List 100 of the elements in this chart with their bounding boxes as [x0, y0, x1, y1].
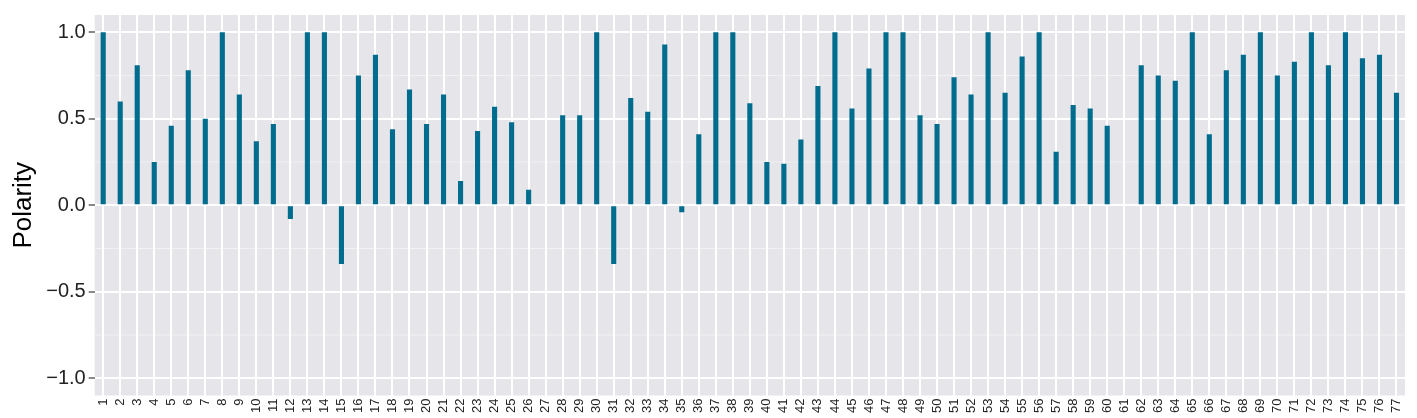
- bar: [577, 115, 583, 205]
- x-tick-label: 57: [1047, 398, 1063, 414]
- bar: [696, 134, 702, 205]
- bar: [1393, 92, 1400, 205]
- bar: [798, 139, 804, 205]
- x-tick-label: 22: [452, 398, 468, 414]
- x-tick-label: 68: [1234, 398, 1250, 414]
- bar: [1240, 54, 1246, 205]
- x-tick-label: 71: [1285, 398, 1301, 414]
- bar: [1019, 56, 1025, 205]
- x-tick-label: 26: [520, 398, 536, 414]
- x-tick-label: 30: [588, 398, 604, 414]
- x-tick-label: 46: [860, 398, 876, 414]
- x-tick-label: 55: [1013, 398, 1029, 414]
- bar: [917, 115, 923, 205]
- bar: [815, 85, 821, 205]
- x-tick-label: 42: [792, 398, 808, 414]
- x-tick-label: 14: [315, 398, 331, 414]
- bar: [747, 103, 753, 205]
- x-tick-label: 36: [690, 398, 706, 414]
- x-tick-label: 27: [537, 398, 553, 414]
- x-tick-label: 37: [707, 398, 723, 414]
- bar: [900, 32, 906, 205]
- y-tick-label: −0.5: [46, 279, 86, 302]
- bar: [866, 68, 872, 205]
- bar: [1274, 75, 1280, 205]
- bar: [1308, 32, 1314, 205]
- x-tick-label: 18: [384, 398, 400, 414]
- bar: [236, 94, 242, 205]
- x-tick-label: 7: [196, 398, 212, 406]
- bar: [1155, 75, 1161, 205]
- x-tick-label: 38: [724, 398, 740, 414]
- x-tick-label: 47: [877, 398, 893, 414]
- x-tick-label: 23: [469, 398, 485, 414]
- x-tick-label: 34: [656, 398, 672, 414]
- x-tick-label: 49: [911, 398, 927, 414]
- bar: [202, 118, 208, 205]
- bar: [730, 32, 736, 205]
- bar: [492, 106, 498, 205]
- bar: [1087, 108, 1093, 205]
- bar: [764, 162, 770, 205]
- x-tick-label: 13: [298, 398, 314, 414]
- x-tick-label: 33: [639, 398, 655, 414]
- bar: [832, 32, 838, 205]
- bar: [185, 70, 191, 205]
- bar: [1206, 134, 1212, 205]
- bar: [372, 54, 379, 205]
- bar: [526, 189, 532, 205]
- x-tick-label: 54: [996, 398, 1012, 414]
- x-tick-label: 8: [213, 398, 229, 406]
- x-tick-label: 4: [145, 398, 161, 406]
- bar: [168, 125, 174, 205]
- y-tick-label: 0.0: [57, 192, 86, 215]
- bar: [934, 123, 940, 205]
- x-tick-label: 74: [1337, 398, 1353, 414]
- x-tick-label: 24: [486, 398, 502, 414]
- bar: [1376, 54, 1383, 205]
- x-tick-label: 52: [962, 398, 978, 414]
- bar: [151, 162, 157, 205]
- x-tick-label: 19: [401, 398, 417, 414]
- x-tick-label: 76: [1371, 398, 1387, 414]
- x-tick-label: 5: [162, 398, 178, 406]
- x-tick-label: 39: [741, 398, 757, 414]
- x-tick-label: 32: [622, 398, 638, 414]
- bar: [219, 32, 225, 205]
- bar: [100, 32, 106, 205]
- x-tick-label: 28: [554, 398, 570, 414]
- bar: [1257, 32, 1263, 205]
- bar: [134, 65, 140, 205]
- bar: [440, 94, 447, 205]
- x-tick-label: 2: [111, 398, 127, 406]
- x-tick-label: 43: [809, 398, 825, 414]
- bar: [611, 206, 617, 265]
- bar: [423, 123, 430, 205]
- bar: [287, 206, 293, 220]
- x-tick-label: 62: [1132, 398, 1148, 414]
- bar: [883, 32, 889, 205]
- bar: [355, 75, 361, 205]
- bar: [968, 94, 974, 205]
- bar: [270, 123, 276, 205]
- x-tick-label: 15: [333, 398, 349, 414]
- x-tick-label: 3: [128, 398, 144, 406]
- x-tick-label: 66: [1200, 398, 1216, 414]
- x-tick-label: 40: [758, 398, 774, 414]
- bar: [406, 89, 413, 205]
- x-tick-label: 67: [1217, 398, 1233, 414]
- x-tick-label: 65: [1183, 398, 1199, 414]
- bar: [389, 129, 396, 205]
- x-tick-label: 50: [928, 398, 944, 414]
- bar: [781, 163, 787, 205]
- bar: [1359, 58, 1366, 205]
- bar: [594, 32, 600, 205]
- x-tick-label: 53: [979, 398, 995, 414]
- bar: [951, 77, 957, 205]
- x-tick-label: 77: [1388, 398, 1404, 414]
- x-tick-label: 21: [435, 398, 451, 414]
- bar: [645, 111, 651, 205]
- x-tick-label: 1: [94, 398, 110, 406]
- bar: [1138, 65, 1144, 205]
- x-tick-label: 75: [1354, 398, 1370, 414]
